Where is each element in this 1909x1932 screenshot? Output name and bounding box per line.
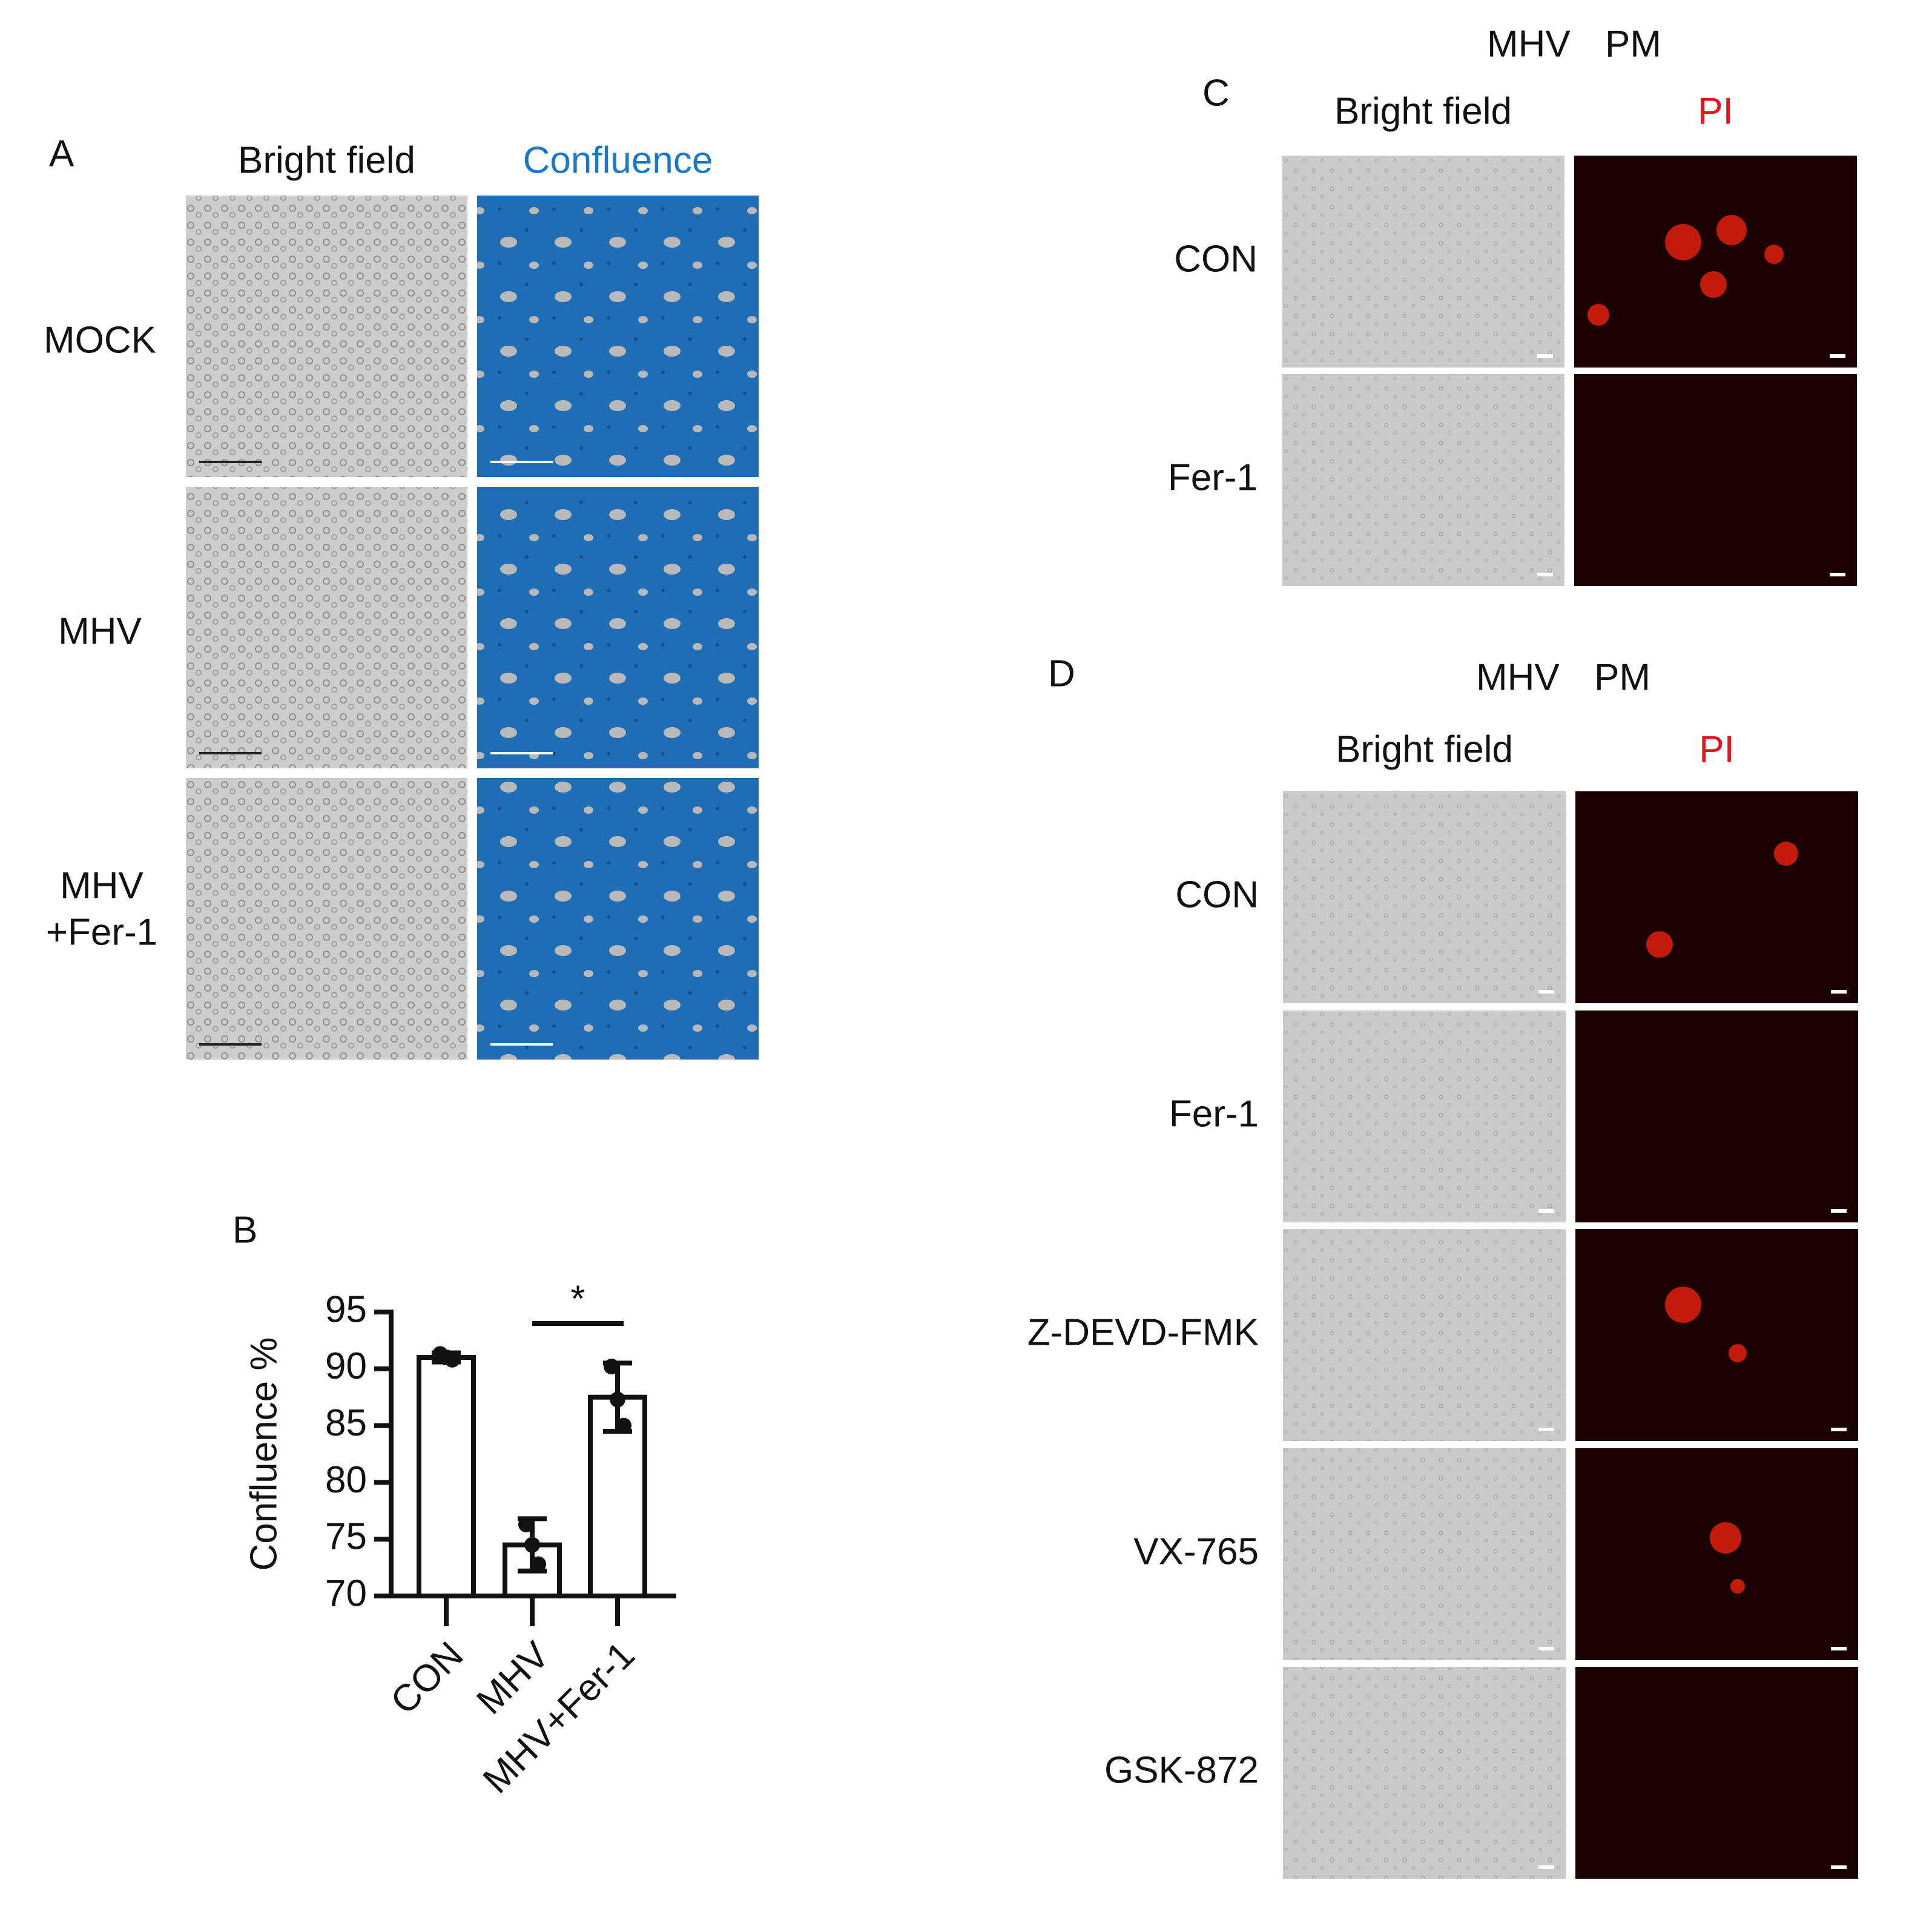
scale-bar (1537, 573, 1553, 576)
bar (417, 1355, 476, 1599)
column-header: Bright field (1334, 90, 1512, 132)
panel-label: A (49, 133, 74, 174)
data-point (604, 1359, 619, 1375)
micrograph (1575, 1448, 1858, 1660)
scale-bar (1831, 990, 1847, 994)
scale-bar (1538, 1865, 1554, 1869)
y-tick-label: 95 (325, 1288, 367, 1330)
scale-bar (1538, 1209, 1554, 1213)
micrograph (1283, 1011, 1566, 1222)
micrograph (1574, 156, 1857, 368)
pi-signal (1730, 1579, 1745, 1594)
row-label: MOCK (44, 319, 156, 361)
panel-title: MHV PM (1476, 656, 1650, 698)
y-tick-label: 85 (325, 1402, 367, 1444)
row-label: GSK-872 (1104, 1749, 1259, 1791)
scale-bar (1537, 354, 1553, 358)
y-tick-label: 75 (325, 1516, 367, 1558)
micrograph (1575, 1667, 1858, 1879)
micrograph (1282, 156, 1564, 368)
scale-bar (1831, 1865, 1847, 1869)
micrograph (1575, 1229, 1858, 1441)
x-tick-label: CON (383, 1634, 471, 1723)
micrograph (1283, 1667, 1566, 1879)
data-point (616, 1417, 631, 1434)
scale-bar (1830, 354, 1845, 358)
y-tick-label: 80 (325, 1459, 367, 1501)
data-point (524, 1537, 540, 1553)
row-label: CON (1175, 874, 1259, 915)
row-label: CON (1174, 238, 1258, 280)
micrograph (477, 487, 759, 768)
scale-bar (1831, 1209, 1847, 1213)
scale-bar (1830, 573, 1845, 576)
scale-bar (1538, 1428, 1554, 1431)
pi-signal (1729, 1344, 1747, 1362)
row-label: VX-765 (1133, 1531, 1259, 1572)
data-point (610, 1391, 625, 1408)
data-point (518, 1516, 534, 1532)
panel-label: D (1048, 653, 1075, 694)
y-tick-label: 90 (325, 1345, 367, 1387)
pi-signal (1764, 245, 1784, 264)
micrograph (1575, 791, 1858, 1003)
panel-label: C (1202, 72, 1230, 114)
micrograph (477, 196, 759, 477)
y-tick-label: 70 (325, 1572, 367, 1614)
pi-signal (1700, 271, 1727, 298)
pi-signal (1665, 224, 1701, 260)
y-axis-label: Confluence % (243, 1337, 285, 1571)
panel-title: MHV PM (1487, 23, 1661, 65)
micrograph (1574, 374, 1857, 586)
column-header: Bright field (1336, 728, 1513, 770)
pi-signal (1646, 931, 1673, 958)
column-header: PI (1699, 728, 1735, 770)
panel-label: B (232, 1209, 257, 1251)
pi-signal (1665, 1287, 1701, 1323)
micrograph (186, 196, 467, 477)
micrograph (186, 778, 467, 1060)
pi-signal (1710, 1522, 1741, 1554)
micrograph (1283, 1448, 1566, 1660)
row-label: Z-DEVD-FMK (1027, 1311, 1259, 1353)
scale-bar (1831, 1647, 1847, 1650)
data-point (444, 1351, 460, 1368)
pi-signal (1588, 304, 1609, 326)
row-label: MHV (58, 610, 142, 652)
scale-bar (1538, 1647, 1554, 1650)
micrograph (186, 487, 467, 768)
data-point (530, 1556, 546, 1572)
column-header: Bright field (238, 139, 415, 181)
row-label: +Fer-1 (46, 911, 157, 953)
pi-signal (1716, 215, 1747, 245)
row-label: Fer-1 (1169, 1093, 1259, 1135)
micrograph (1283, 1229, 1566, 1441)
micrograph (1575, 1011, 1858, 1222)
pi-signal (1774, 842, 1798, 866)
scale-bar (1831, 1428, 1847, 1431)
significance-label: * (570, 1278, 585, 1320)
row-label: MHV (60, 865, 143, 906)
micrograph (1283, 791, 1566, 1003)
row-label: Fer-1 (1168, 457, 1258, 498)
micrograph (477, 778, 759, 1060)
column-header: Confluence (523, 139, 713, 181)
micrograph (1282, 374, 1564, 586)
scale-bar (1538, 990, 1554, 994)
column-header: PI (1698, 90, 1733, 132)
